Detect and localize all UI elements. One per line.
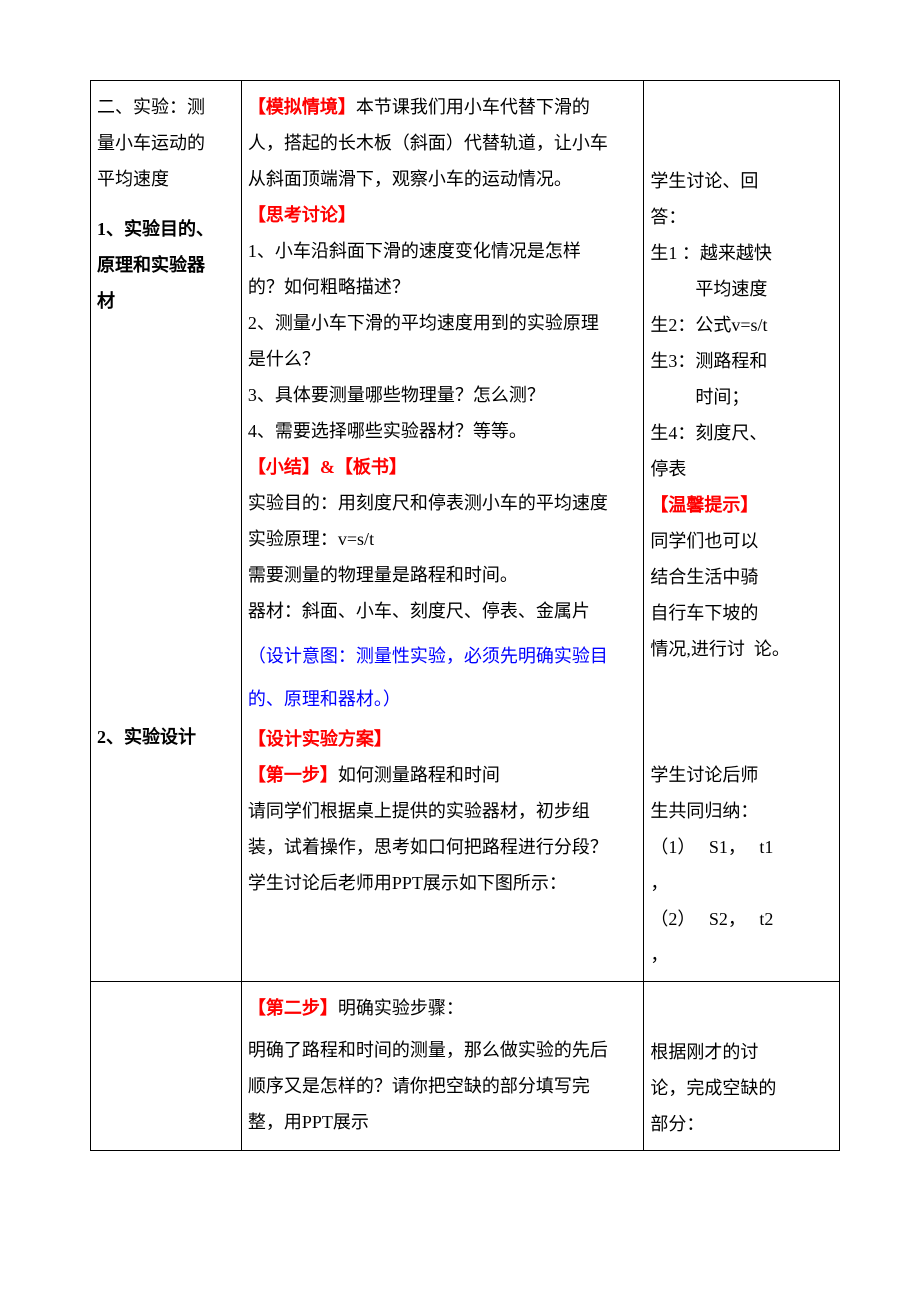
subsection-1: 1、实验目的、 (97, 211, 235, 247)
left-column-cell (91, 982, 242, 1151)
text: 学生讨论、回 (650, 163, 833, 199)
summary-label: 【小结】&【板书】 (248, 449, 637, 485)
paragraph: 【模拟情境】本节课我们用小车代替下滑的 (248, 89, 637, 125)
text: 情况,进行讨 论。 (650, 631, 863, 667)
text: 如何测量路程和时间 (338, 765, 500, 785)
table-row: 【第二步】明确实验步骤： 明确了路程和时间的测量，那么做实验的先后 顺序又是怎样… (91, 982, 840, 1151)
step2-label: 【第二步】 (248, 998, 338, 1018)
text: 器材：斜面、小车、刻度尺、停表、金属片 (248, 593, 637, 629)
text: 是什么？ (248, 341, 637, 377)
text: 答： (650, 199, 833, 235)
text: 1、小车沿斜面下滑的速度变化情况是怎样 (248, 233, 637, 269)
design-intent: （设计意图：测量性实验，必须先明确实验目 (248, 635, 637, 678)
text: 从斜面顶端滑下，观察小车的运动情况。 (248, 161, 637, 197)
text: 停表 (650, 451, 833, 487)
text: 根据刚才的讨 (650, 1034, 833, 1070)
text: 自行车下坡的 (650, 595, 833, 631)
right-column-cell: 根据刚才的讨 论，完成空缺的 部分： (644, 982, 840, 1151)
center-column-cell: 【第二步】明确实验步骤： 明确了路程和时间的测量，那么做实验的先后 顺序又是怎样… (241, 982, 643, 1151)
text: 的？如何粗略描述？ (248, 269, 637, 305)
plan-label: 【设计实验方案】 (248, 721, 637, 757)
tip-label: 【温馨提示】 (650, 487, 833, 523)
text: ， (650, 865, 833, 901)
text: （1） S1， t1 (650, 829, 833, 865)
text: 装，试着操作，思考如口何把路程进行分段？ (248, 829, 637, 865)
text: 4、需要选择哪些实验器材？等等。 (248, 413, 637, 449)
lesson-plan-table: 二、实验：测 量小车运动的 平均速度 1、实验目的、 原理和实验器 材 2、实验… (90, 80, 840, 1151)
text: 生1 ：越来越快 (650, 235, 833, 271)
text: 需要测量的物理量是路程和时间。 (248, 557, 637, 593)
text: 实验目的：用刻度尺和停表测小车的平均速度 (248, 485, 637, 521)
text: 请同学们根据桌上提供的实验器材，初步组 (248, 793, 637, 829)
sim-label: 【模拟情境】 (248, 97, 356, 117)
text: 整，用PPT展示 (248, 1104, 637, 1140)
text: 生2：公式v=s/t (650, 307, 833, 343)
think-label: 【思考讨论】 (248, 197, 637, 233)
text: 学生讨论后老师用PPT展示如下图所示： (248, 865, 637, 901)
left-column-cell: 二、实验：测 量小车运动的 平均速度 1、实验目的、 原理和实验器 材 2、实验… (91, 81, 242, 982)
center-column-cell: 【模拟情境】本节课我们用小车代替下滑的 人，搭起的长木板（斜面）代替轨道，让小车… (241, 81, 643, 982)
subsection-2: 2、实验设计 (97, 719, 235, 755)
text: 生3：测路程和 (650, 343, 833, 379)
step1: 【第一步】如何测量路程和时间 (248, 757, 637, 793)
text: 生3：时间； (650, 379, 833, 415)
text: 明确了路程和时间的测量，那么做实验的先后 (248, 1032, 637, 1068)
text: 结合生活中骑 (650, 559, 833, 595)
right-column-cell: 学生讨论、回 答： 生1 ：越来越快 生1：平均速度 生2：公式v=s/t 生3… (644, 81, 840, 982)
table-row: 二、实验：测 量小车运动的 平均速度 1、实验目的、 原理和实验器 材 2、实验… (91, 81, 840, 982)
text: 本节课我们用小车代替下滑的 (356, 97, 590, 117)
section-title: 量小车运动的 (97, 125, 235, 161)
text: 部分： (650, 1106, 833, 1142)
text: 论，完成空缺的 (650, 1070, 833, 1106)
text: ， (650, 937, 833, 973)
text: 人，搭起的长木板（斜面）代替轨道，让小车 (248, 125, 637, 161)
text: 顺序又是怎样的？请你把空缺的部分填写完 (248, 1068, 637, 1104)
text: 实验原理：v=s/t (248, 521, 637, 557)
text: 2、测量小车下滑的平均速度用到的实验原理 (248, 305, 637, 341)
text: 明确实验步骤： (338, 998, 464, 1018)
text: 同学们也可以 (650, 523, 833, 559)
section-title: 二、实验：测 (97, 89, 235, 125)
section-title: 平均速度 (97, 161, 235, 197)
text: 生1：平均速度 (650, 271, 833, 307)
document-page: 二、实验：测 量小车运动的 平均速度 1、实验目的、 原理和实验器 材 2、实验… (0, 0, 920, 1191)
text: 3、具体要测量哪些物理量？怎么测？ (248, 377, 637, 413)
design-intent: 的、原理和器材。） (248, 678, 637, 721)
text: （2） S2， t2 (650, 901, 833, 937)
text: 生共同归纳： (650, 793, 833, 829)
text: 生4：刻度尺、 (650, 415, 833, 451)
text: 学生讨论后师 (650, 757, 833, 793)
subsection-1: 原理和实验器 (97, 247, 235, 283)
step2: 【第二步】明确实验步骤： (248, 990, 637, 1026)
step1-label: 【第一步】 (248, 765, 338, 785)
subsection-1: 材 (97, 283, 235, 319)
